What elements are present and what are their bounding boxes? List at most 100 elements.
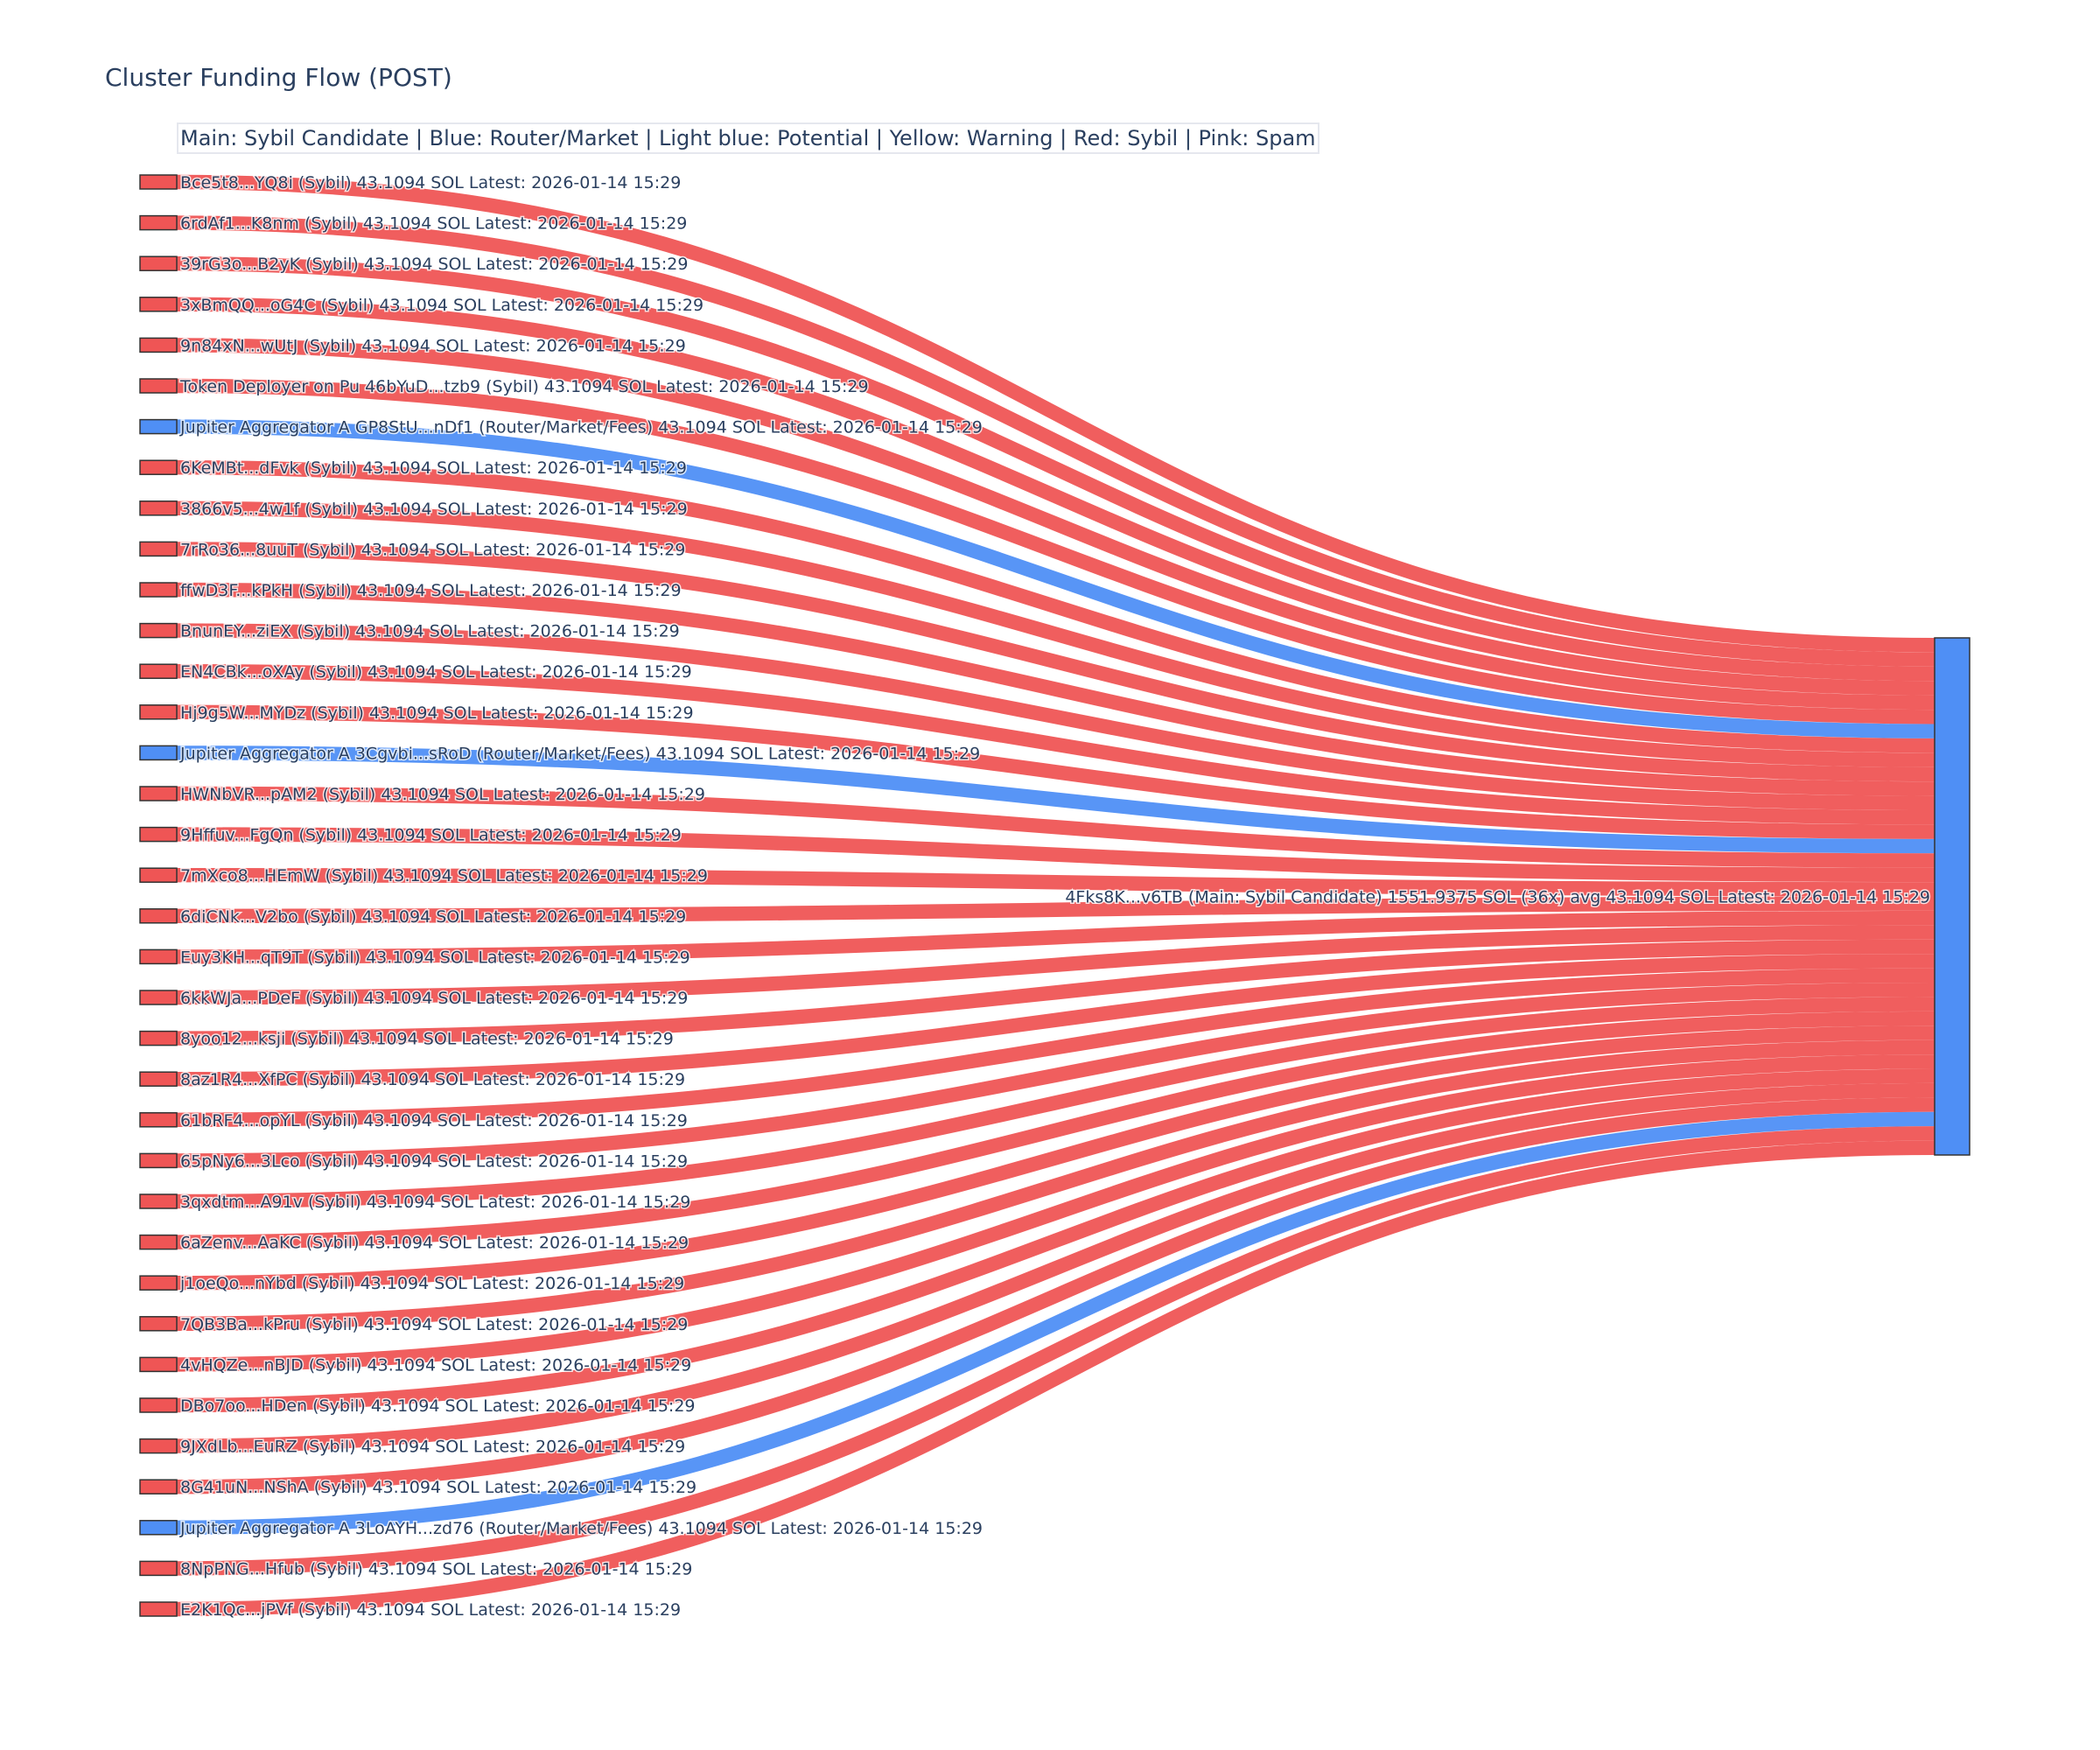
flow-link[interactable] [176,867,1936,897]
flow-link[interactable] [176,256,1936,682]
flow-link[interactable] [176,910,1936,964]
flow-link[interactable] [176,983,1936,1168]
flow-link[interactable] [176,500,1936,767]
flow-link[interactable] [176,297,1936,696]
source-node[interactable] [139,948,178,965]
source-node[interactable] [139,297,178,312]
source-node-label: Hj9g5W...MYDz (Sybil) 43.1094 SOL Latest… [180,704,694,723]
nodes-layer [139,174,1970,1617]
flow-link[interactable] [176,827,1936,883]
source-node-label: 8NpPNG...Hfub (Sybil) 43.1094 SOL Latest… [180,1559,692,1578]
flow-link[interactable] [176,968,1936,1128]
flow-link[interactable] [176,1140,1936,1617]
flow-link[interactable] [176,542,1936,782]
flow-link[interactable] [176,419,1936,738]
source-node-label: 8G41uN...NShA (Sybil) 43.1094 SOL Latest… [180,1478,696,1497]
source-node[interactable] [139,582,178,598]
source-node-label: 9JXdLb...EuRZ (Sybil) 43.1094 SOL Latest… [180,1438,685,1457]
source-node[interactable] [139,1438,178,1454]
source-node-label: 8yoo12...ksji (Sybil) 43.1094 SOL Latest… [180,1030,674,1049]
source-node[interactable] [139,1601,178,1617]
flow-link[interactable] [176,954,1936,1087]
flow-link[interactable] [176,1082,1936,1453]
source-node[interactable] [139,500,178,516]
source-node[interactable] [139,786,178,802]
source-node[interactable] [139,418,178,435]
source-node[interactable] [139,174,178,190]
flow-link[interactable] [176,174,1936,653]
source-node[interactable] [139,256,178,271]
flow-link[interactable] [176,1054,1936,1372]
source-node[interactable] [139,826,178,843]
flow-link[interactable] [176,1097,1936,1494]
chart-title: Cluster Funding Flow (POST) [105,63,452,92]
flow-link[interactable] [176,378,1936,724]
source-node[interactable] [139,704,178,720]
source-node[interactable] [139,990,178,1005]
flow-link[interactable] [176,925,1936,1005]
source-node[interactable] [139,337,178,354]
flow-link[interactable] [176,215,1936,667]
flow-link[interactable] [176,786,1936,868]
source-node[interactable] [139,1071,178,1087]
source-node[interactable] [139,622,178,639]
source-node-label: 9Hffuv...FgQn (Sybil) 43.1094 SOL Latest… [180,826,682,845]
source-node[interactable] [139,378,178,394]
flow-link[interactable] [176,663,1936,825]
source-node-label: 8az1R4...XfPC (Sybil) 43.1094 SOL Latest… [180,1070,685,1089]
target-node[interactable] [1934,637,1970,1156]
flow-link[interactable] [176,1011,1936,1250]
source-node-label: BnunEY...ziEX (Sybil) 43.1094 SOL Latest… [180,622,680,641]
flow-link[interactable] [176,746,1936,854]
source-node[interactable] [139,663,178,679]
source-node-label: 6aZenv...AaKC (Sybil) 43.1094 SOL Latest… [180,1234,689,1253]
source-node[interactable] [139,1234,178,1250]
source-node-label: 7QB3Ba...kPru (Sybil) 43.1094 SOL Latest… [180,1315,688,1334]
flow-link[interactable] [176,939,1936,1046]
source-node[interactable] [139,459,178,475]
flow-link[interactable] [176,896,1936,924]
flow-link[interactable] [176,459,1936,753]
source-node-label: 3866v5...4w1f (Sybil) 43.1094 SOL Latest… [180,500,688,519]
source-node[interactable] [139,1560,178,1577]
flow-link[interactable] [176,997,1936,1209]
source-node-label: 9n84xN...wUtJ (Sybil) 43.1094 SOL Latest… [180,336,686,355]
flow-link[interactable] [176,1111,1936,1536]
flow-link[interactable] [176,623,1936,811]
source-node[interactable] [139,1520,178,1536]
source-node-label: 7mXco8...HEmW (Sybil) 43.1094 SOL Latest… [180,866,708,886]
source-node[interactable] [139,1112,178,1128]
links-layer [176,174,1936,1617]
source-node[interactable] [139,1194,178,1209]
flow-link[interactable] [176,338,1936,710]
source-node[interactable] [139,1030,178,1046]
source-node[interactable] [139,745,178,761]
source-node-label: 65pNy6...3Lco (Sybil) 43.1094 SOL Latest… [180,1152,688,1171]
flow-link[interactable] [176,704,1936,839]
source-node-label: DBo7oo...HDen (Sybil) 43.1094 SOL Latest… [180,1396,696,1416]
source-node[interactable] [139,1152,178,1169]
source-node[interactable] [139,1316,178,1332]
source-node[interactable] [139,908,178,924]
source-node[interactable] [139,867,178,883]
flow-link[interactable] [176,1026,1936,1291]
source-node[interactable] [139,1479,178,1494]
flow-link[interactable] [176,1068,1936,1413]
source-node-label: Bce5t8...YQ8i (Sybil) 43.1094 SOL Latest… [180,173,681,192]
flow-link[interactable] [176,1040,1936,1332]
source-node-label: 61bRF4...opYL (Sybil) 43.1094 SOL Latest… [180,1111,688,1130]
source-node-label: ffwD3F...kPkH (Sybil) 43.1094 SOL Latest… [180,581,682,600]
source-node[interactable] [139,541,178,557]
source-node[interactable] [139,1397,178,1413]
flow-link[interactable] [176,582,1936,796]
source-node-label: 39rG3o...B2yK (Sybil) 43.1094 SOL Latest… [180,255,688,274]
source-node-label: 3qxdtm...A91v (Sybil) 43.1094 SOL Latest… [180,1193,690,1212]
source-node-label: 4vHQZe...nBJD (Sybil) 43.1094 SOL Latest… [180,1355,691,1375]
source-node-label: 3xBmQQ...oG4C (Sybil) 43.1094 SOL Latest… [180,296,704,315]
source-node-label: EN4CBk...oXAy (Sybil) 43.1094 SOL Latest… [180,662,692,682]
flow-link[interactable] [176,1126,1936,1576]
source-node[interactable] [139,1275,178,1291]
source-node[interactable] [139,1356,178,1373]
source-node[interactable] [139,214,178,231]
